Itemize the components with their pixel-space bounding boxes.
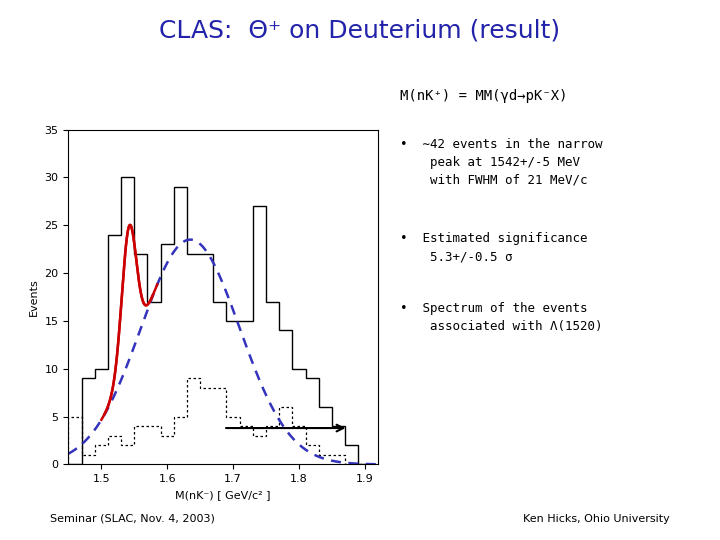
- Text: M(nK⁺) = MM(γd→pK⁻X): M(nK⁺) = MM(γd→pK⁻X): [400, 89, 567, 103]
- Text: Seminar (SLAC, Nov. 4, 2003): Seminar (SLAC, Nov. 4, 2003): [50, 514, 215, 524]
- Text: •  Spectrum of the events
    associated with Λ(1520): • Spectrum of the events associated with…: [400, 302, 602, 333]
- Text: Ken Hicks, Ohio University: Ken Hicks, Ohio University: [523, 514, 670, 524]
- Text: CLAS:  Θ⁺ on Deuterium (result): CLAS: Θ⁺ on Deuterium (result): [159, 19, 561, 43]
- Text: •  ∼42 events in the narrow
    peak at 1542+/-5 MeV
    with FWHM of 21 MeV/c: • ∼42 events in the narrow peak at 1542+…: [400, 138, 602, 187]
- X-axis label: M(nK⁻) [ GeV/c² ]: M(nK⁻) [ GeV/c² ]: [176, 490, 271, 500]
- Y-axis label: Events: Events: [29, 278, 39, 316]
- Text: •  Estimated significance
    5.3+/-0.5 σ: • Estimated significance 5.3+/-0.5 σ: [400, 232, 587, 263]
